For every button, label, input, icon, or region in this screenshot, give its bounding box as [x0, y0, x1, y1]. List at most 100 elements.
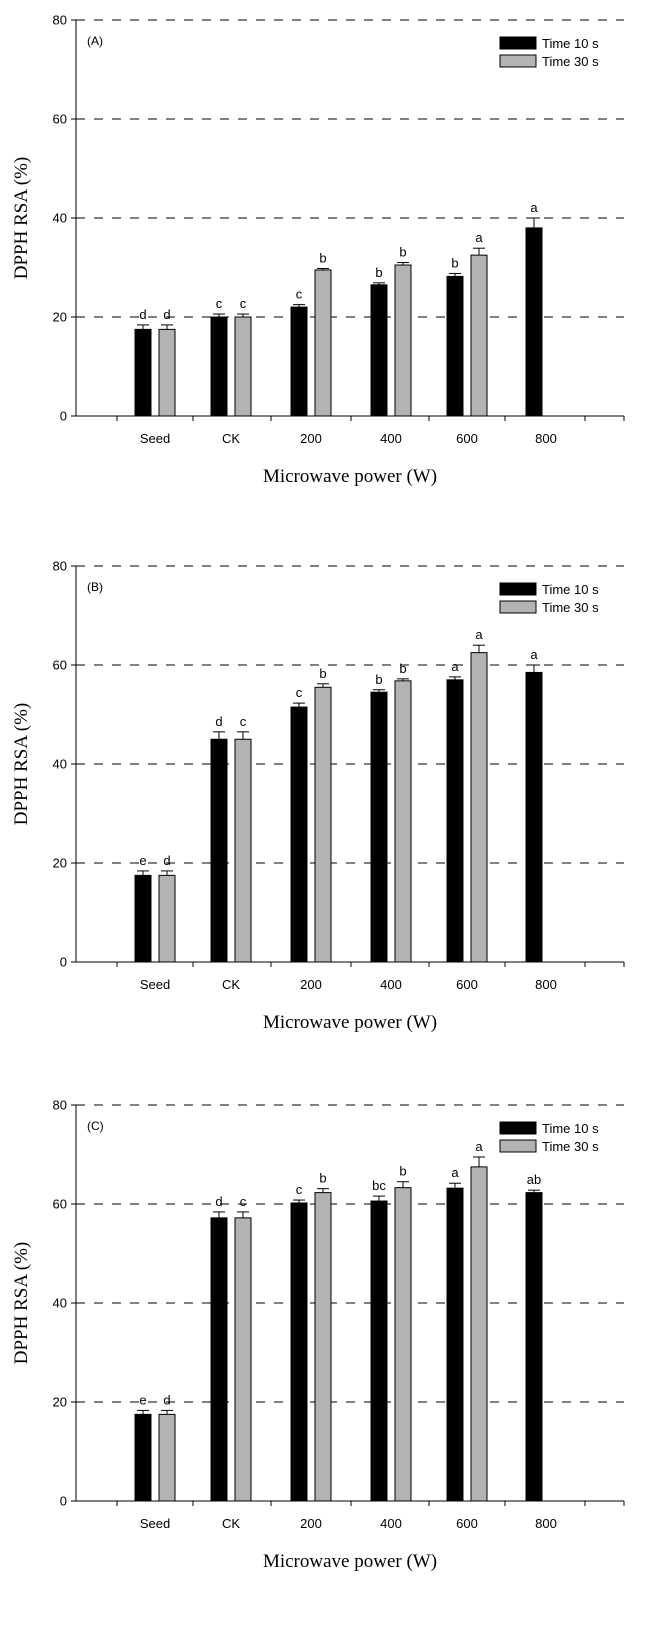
significance-letter: b — [399, 661, 406, 676]
significance-letter: d — [163, 853, 170, 868]
legend-label: Time 10 s — [542, 1121, 599, 1136]
legend-label: Time 30 s — [542, 1139, 599, 1154]
y-tick-label: 20 — [53, 310, 67, 325]
x-tick-label: 600 — [456, 977, 478, 992]
y-tick-label: 40 — [53, 757, 67, 772]
y-tick-label: 0 — [60, 955, 67, 970]
x-tick-label: 200 — [300, 431, 322, 446]
x-tick-label: Seed — [140, 1516, 170, 1531]
y-tick-label: 80 — [53, 1098, 67, 1113]
x-tick-label: 200 — [300, 1516, 322, 1531]
y-tick-label: 0 — [60, 1494, 67, 1509]
bar — [210, 738, 228, 963]
legend-swatch — [499, 600, 537, 614]
significance-letter: d — [163, 1392, 170, 1407]
y-axis-title: DPPH RSA (%) — [11, 703, 32, 825]
panel-label: (B) — [87, 580, 103, 594]
x-tick-label: 400 — [380, 1516, 402, 1531]
x-tick-label: 600 — [456, 1516, 478, 1531]
significance-letter: b — [319, 666, 326, 681]
y-tick-label: 80 — [53, 559, 67, 574]
y-tick-label: 40 — [53, 211, 67, 226]
y-tick-label: 20 — [53, 856, 67, 871]
x-tick-label: 800 — [535, 977, 557, 992]
x-axis-title: Microwave power (W) — [263, 1551, 437, 1572]
bar — [446, 679, 464, 963]
bar — [370, 1200, 388, 1502]
chart-panel-3: 0 20 40 60 80 Seed CK 200 400 600 800 e d c bc a ab d c b b a… — [11, 1098, 625, 1572]
x-axis-title: Microwave power (W) — [263, 466, 437, 487]
bar — [134, 1413, 152, 1502]
bar — [446, 275, 464, 417]
bar — [525, 1192, 543, 1502]
significance-letter: c — [296, 1182, 303, 1197]
significance-letter: a — [451, 1165, 459, 1180]
chart-panel-2: 0 20 40 60 80 Seed CK 200 400 600 800 e d c b a a d c b b a (B… — [11, 559, 625, 1033]
significance-letter: ab — [527, 1172, 541, 1187]
significance-letter: b — [319, 250, 326, 265]
legend-swatch — [499, 582, 537, 596]
significance-letter: d — [215, 714, 222, 729]
x-tick-label: CK — [222, 977, 240, 992]
significance-letter: b — [375, 672, 382, 687]
bar — [525, 671, 543, 963]
x-tick-label: CK — [222, 1516, 240, 1531]
bar — [290, 1202, 308, 1502]
significance-letter: a — [451, 659, 459, 674]
significance-letter: c — [296, 287, 303, 302]
chart-panel-1: 0 20 40 60 80 Seed CK 200 400 600 800 d c c b b a d c b b a (A… — [11, 13, 625, 487]
significance-letter: c — [296, 685, 303, 700]
legend-label: Time 30 s — [542, 54, 599, 69]
significance-letter: b — [451, 255, 458, 270]
x-tick-label: 200 — [300, 977, 322, 992]
legend-swatch — [499, 1121, 537, 1135]
x-tick-label: Seed — [140, 431, 170, 446]
x-tick-label: 600 — [456, 431, 478, 446]
bar — [210, 1217, 228, 1502]
panel-label: (C) — [87, 1119, 104, 1133]
significance-letter: d — [163, 307, 170, 322]
x-tick-label: 400 — [380, 977, 402, 992]
legend-swatch — [499, 1139, 537, 1153]
bar — [210, 316, 228, 417]
y-tick-label: 60 — [53, 1197, 67, 1212]
bar — [290, 706, 308, 963]
significance-letter: bc — [372, 1178, 386, 1193]
bar — [234, 316, 252, 417]
y-axis-title: DPPH RSA (%) — [11, 157, 32, 279]
bar — [470, 652, 488, 963]
bar — [234, 738, 252, 963]
bar — [470, 254, 488, 417]
bar — [158, 1413, 176, 1502]
bar — [134, 328, 152, 417]
significance-letter: e — [139, 853, 146, 868]
significance-letter: c — [240, 714, 247, 729]
significance-letter: d — [215, 1194, 222, 1209]
x-tick-label: Seed — [140, 977, 170, 992]
significance-letter: a — [530, 647, 538, 662]
bar — [370, 691, 388, 963]
significance-letter: b — [319, 1171, 326, 1186]
legend-label: Time 30 s — [542, 600, 599, 615]
bar — [394, 1187, 412, 1502]
x-tick-label: 800 — [535, 431, 557, 446]
significance-letter: a — [475, 1139, 483, 1154]
significance-letter: a — [475, 627, 483, 642]
x-tick-label: 800 — [535, 1516, 557, 1531]
y-tick-label: 80 — [53, 13, 67, 28]
legend-swatch — [499, 54, 537, 68]
legend-label: Time 10 s — [542, 582, 599, 597]
y-tick-label: 0 — [60, 409, 67, 424]
y-tick-label: 40 — [53, 1296, 67, 1311]
bar — [314, 686, 332, 963]
bar — [290, 306, 308, 417]
significance-letter: c — [216, 296, 223, 311]
y-tick-label: 60 — [53, 112, 67, 127]
bar — [134, 874, 152, 963]
x-tick-label: 400 — [380, 431, 402, 446]
significance-letter: a — [475, 230, 483, 245]
bar — [234, 1217, 252, 1502]
significance-letter: a — [530, 200, 538, 215]
bar — [158, 328, 176, 417]
